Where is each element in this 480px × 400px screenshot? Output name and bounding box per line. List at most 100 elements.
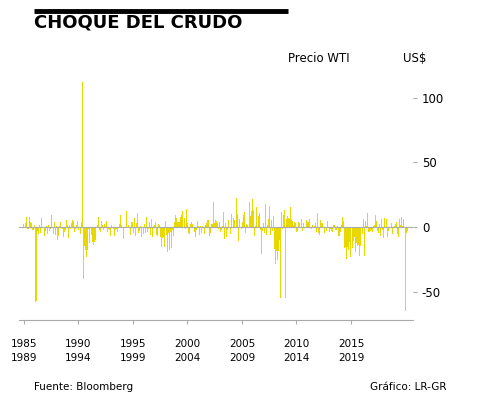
Bar	[34, 226, 35, 227]
Bar	[247, 226, 248, 227]
Bar	[213, 202, 214, 227]
Bar	[90, 227, 91, 228]
Bar	[301, 219, 302, 227]
Bar	[327, 221, 328, 227]
Text: 1994: 1994	[65, 353, 92, 363]
Bar	[401, 217, 402, 227]
Bar	[207, 220, 208, 227]
Bar	[350, 227, 351, 292]
Bar	[232, 227, 233, 228]
Bar	[255, 226, 256, 227]
Bar	[360, 227, 361, 240]
Bar	[197, 222, 198, 227]
Bar	[250, 216, 251, 227]
Bar	[290, 211, 291, 227]
Bar	[159, 225, 160, 227]
Bar	[211, 224, 212, 227]
Bar	[227, 227, 228, 230]
Bar	[68, 227, 69, 238]
Bar	[169, 227, 170, 232]
Bar	[371, 227, 372, 241]
Bar	[154, 225, 155, 227]
Bar	[386, 219, 387, 227]
Bar	[367, 213, 368, 227]
Bar	[135, 227, 136, 236]
Bar	[69, 225, 70, 227]
Text: 1985: 1985	[11, 340, 37, 350]
Bar	[264, 227, 265, 234]
Bar	[289, 208, 290, 227]
Bar	[265, 204, 266, 227]
Bar	[151, 226, 152, 227]
Bar	[86, 227, 87, 257]
Bar	[60, 226, 61, 227]
Text: 1999: 1999	[120, 353, 146, 363]
Bar	[285, 227, 286, 298]
Bar	[80, 227, 81, 234]
Bar	[97, 225, 98, 227]
Bar	[313, 227, 314, 228]
Bar	[343, 222, 344, 227]
Bar	[296, 227, 297, 232]
Bar	[314, 226, 315, 227]
Bar	[299, 223, 300, 227]
Bar	[171, 227, 172, 248]
Bar	[349, 227, 350, 257]
Bar	[61, 227, 62, 228]
Bar	[166, 227, 167, 235]
Bar	[391, 223, 392, 227]
Bar	[308, 222, 309, 227]
Bar	[126, 211, 127, 227]
Bar	[236, 198, 237, 227]
Bar	[138, 227, 139, 233]
Bar	[58, 227, 59, 236]
Bar	[291, 220, 292, 227]
Bar	[157, 227, 158, 236]
Bar	[324, 227, 325, 233]
Bar	[82, 222, 83, 227]
Bar	[339, 227, 340, 236]
Bar	[179, 222, 180, 227]
Bar	[194, 227, 195, 232]
Bar	[64, 227, 65, 232]
Bar	[369, 227, 370, 232]
Bar	[292, 221, 293, 227]
Bar	[282, 227, 283, 229]
Bar	[47, 227, 48, 234]
Bar	[123, 227, 124, 239]
Bar	[57, 227, 58, 240]
Bar	[149, 222, 150, 227]
Bar	[208, 220, 209, 227]
Bar	[201, 224, 202, 227]
Bar	[302, 227, 303, 231]
Bar	[366, 226, 367, 227]
Text: US$: US$	[403, 52, 427, 65]
Bar	[258, 216, 259, 227]
Bar	[187, 223, 188, 227]
Bar	[39, 225, 40, 227]
Bar	[351, 226, 352, 227]
Bar	[131, 220, 132, 227]
Bar	[316, 227, 317, 232]
Bar	[168, 227, 169, 233]
Bar	[284, 210, 285, 227]
Bar	[353, 227, 354, 241]
Bar	[172, 227, 173, 230]
Bar	[358, 227, 359, 245]
Bar	[267, 225, 268, 227]
Bar	[96, 227, 97, 228]
Bar	[101, 221, 102, 227]
Bar	[185, 227, 186, 229]
Bar	[396, 222, 397, 227]
Bar	[111, 225, 112, 227]
Text: CHOQUE DEL CRUDO: CHOQUE DEL CRUDO	[34, 14, 242, 32]
Bar	[164, 227, 165, 247]
Bar	[304, 227, 305, 228]
Bar	[158, 224, 159, 227]
Bar	[153, 226, 154, 227]
Bar	[29, 217, 30, 227]
Bar	[311, 222, 312, 227]
Bar	[368, 227, 369, 232]
Bar	[378, 227, 379, 233]
Bar	[140, 226, 141, 227]
